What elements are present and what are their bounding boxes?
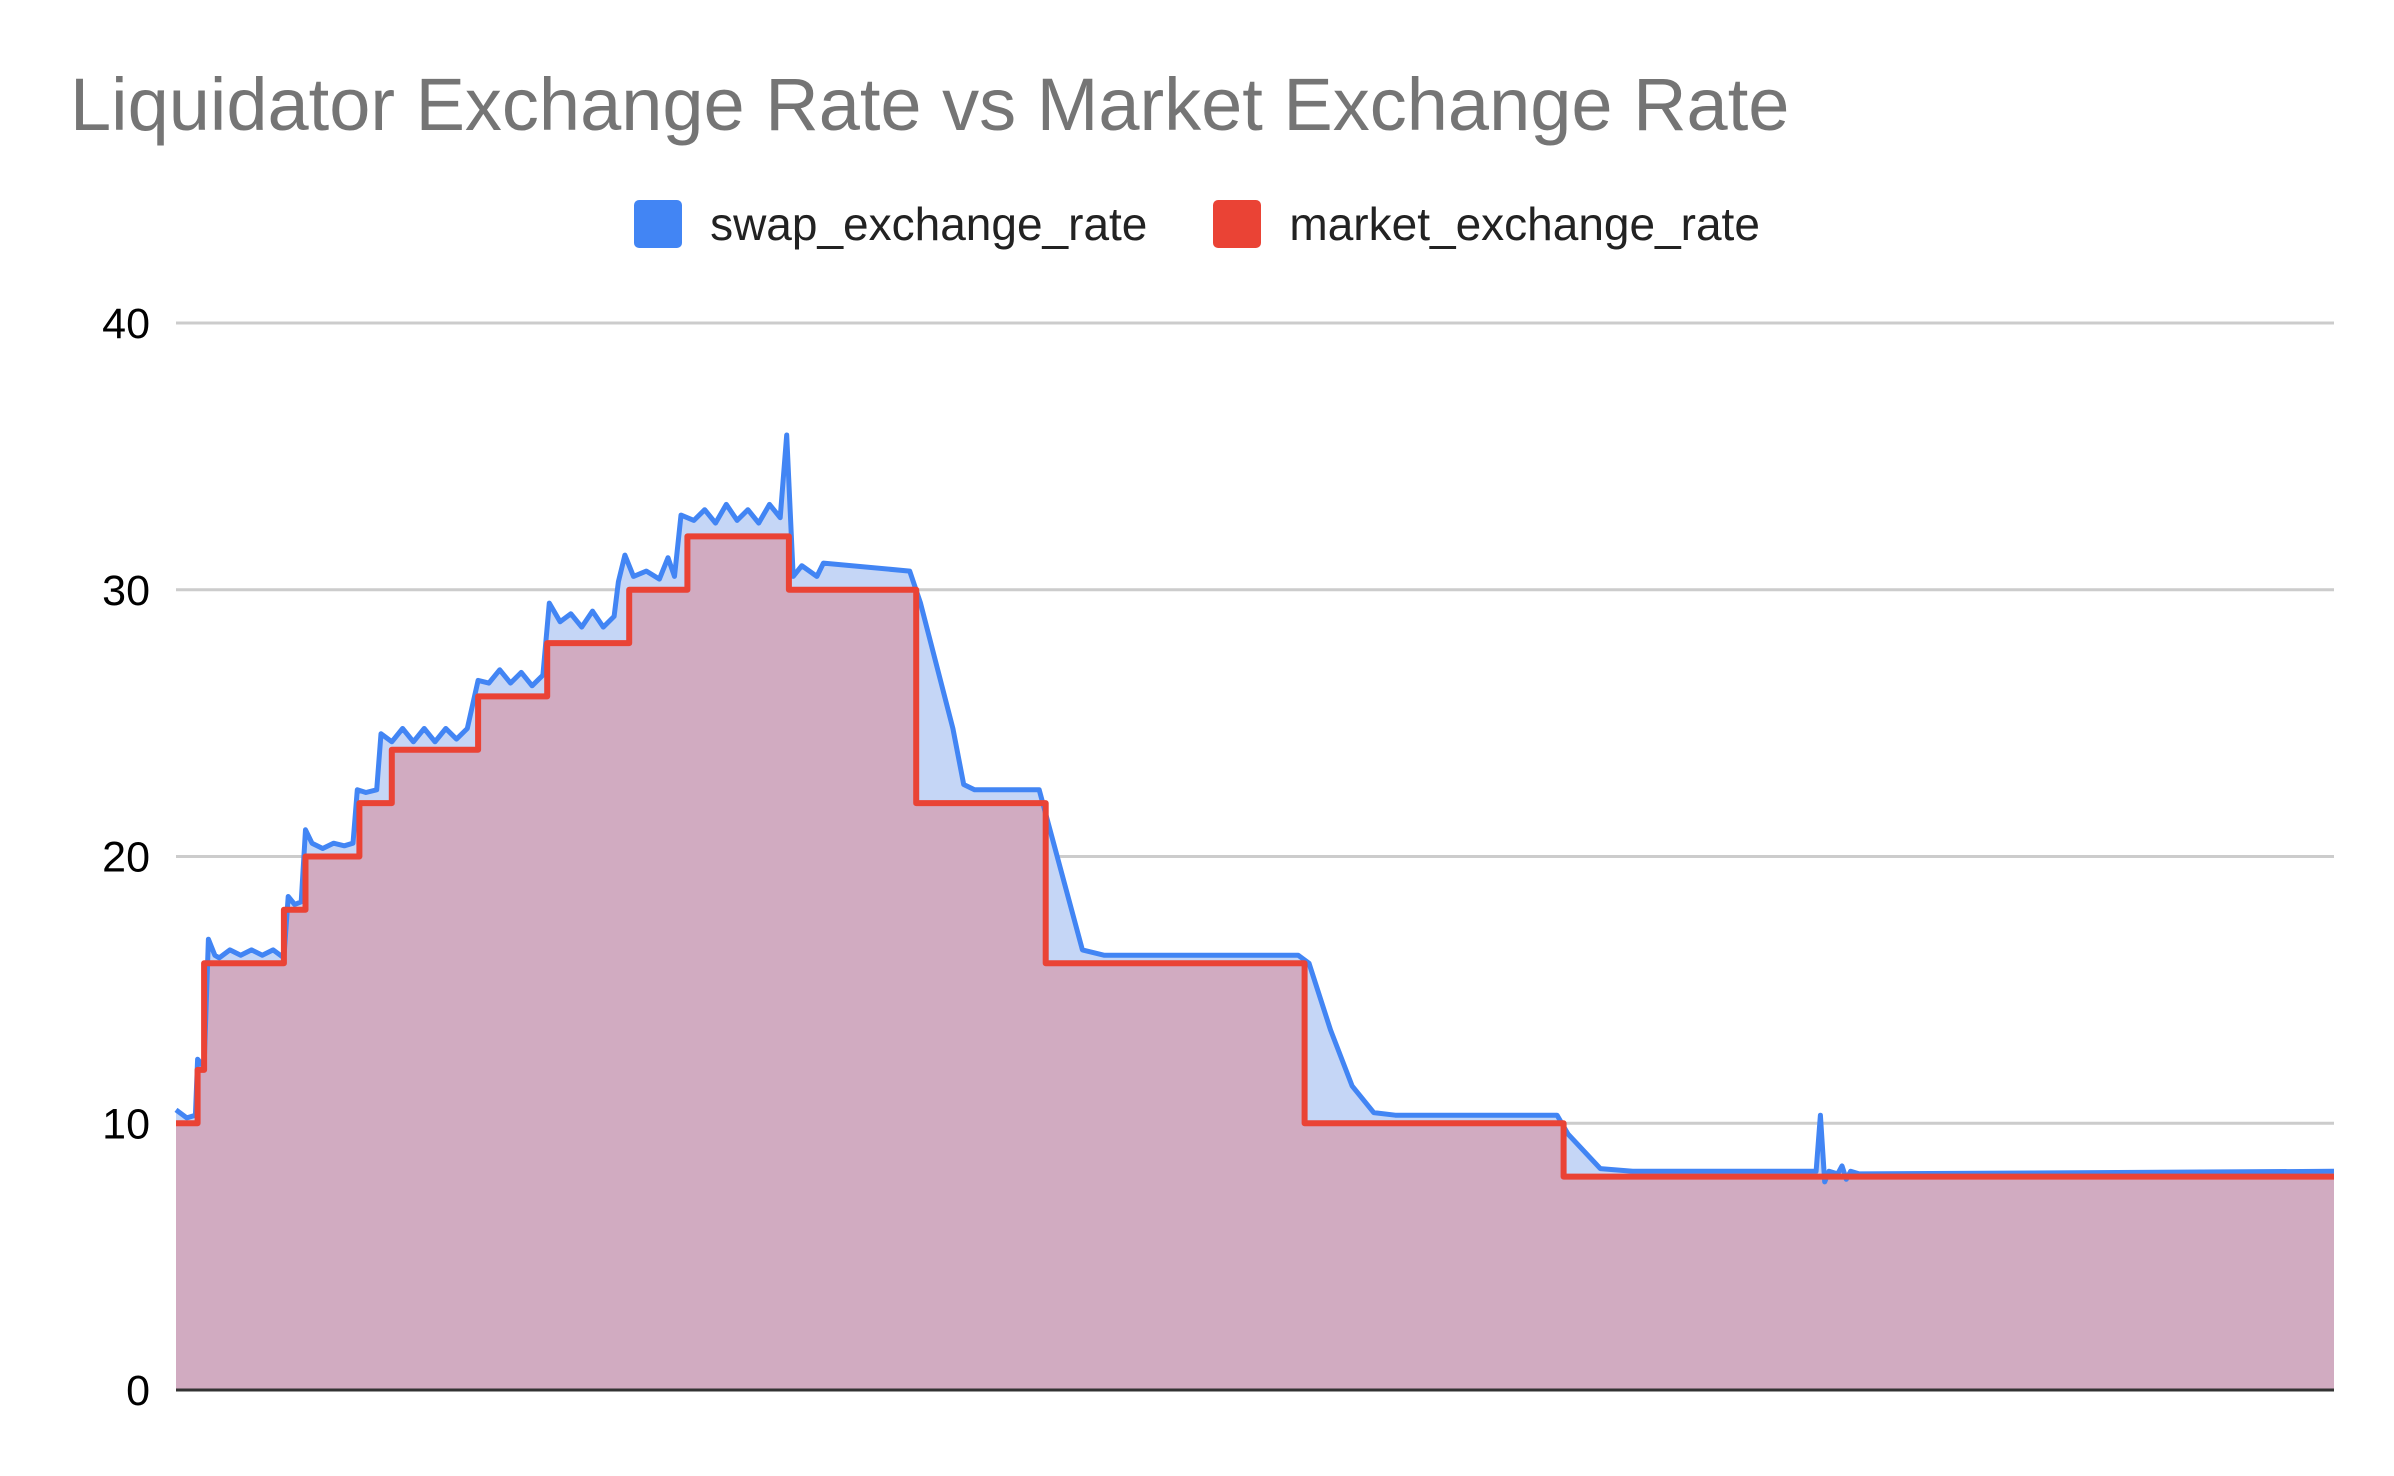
y-tick-label-20: 20	[102, 834, 150, 882]
y-tick-label-40: 40	[102, 300, 150, 348]
series-areas	[176, 435, 2334, 1390]
y-tick-label-10: 10	[102, 1100, 150, 1148]
y-tick-label-0: 0	[126, 1367, 150, 1415]
y-tick-label-30: 30	[102, 567, 150, 615]
